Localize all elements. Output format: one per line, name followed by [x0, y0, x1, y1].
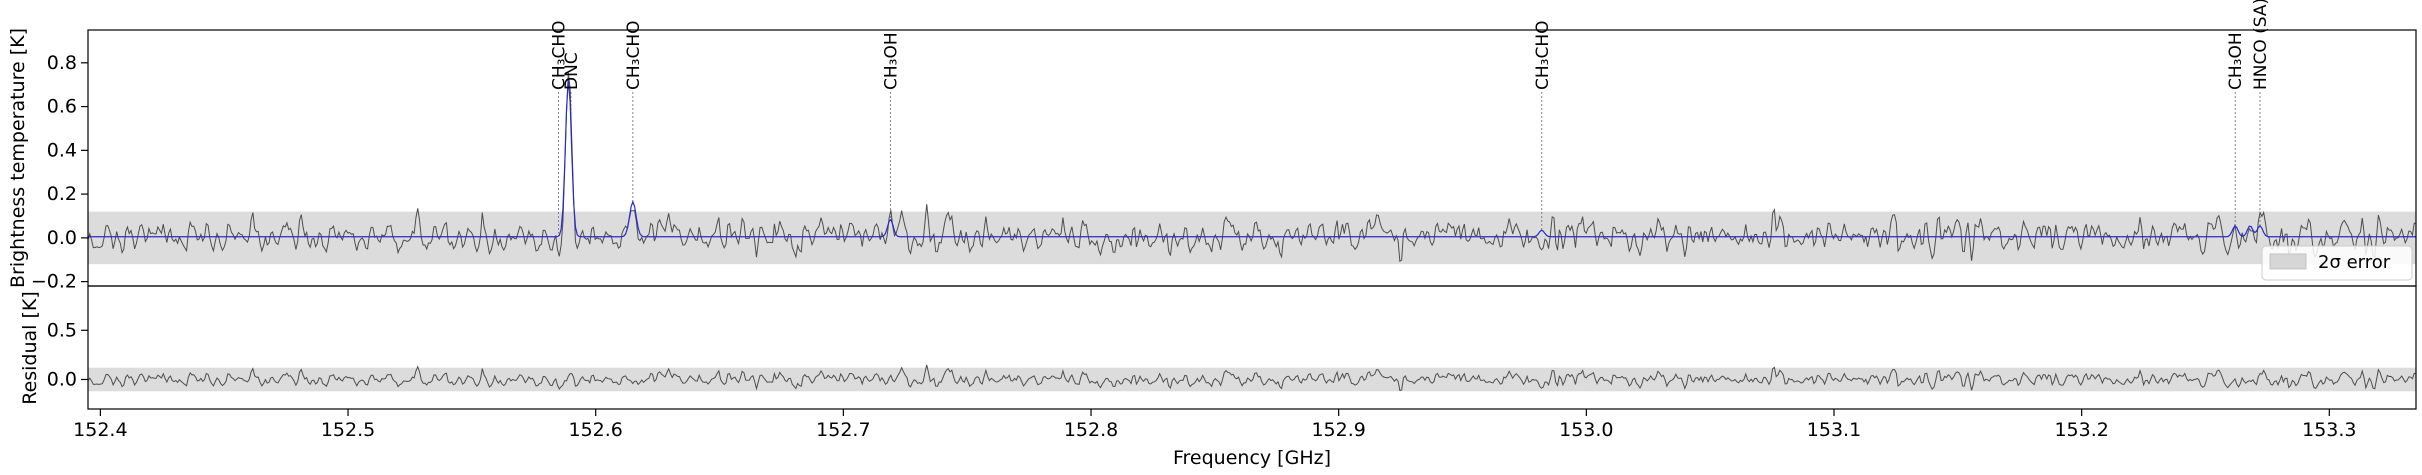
y-tick-label: 0.0 — [47, 227, 77, 249]
frequency-x-axis-label: Frequency [GHz] — [1173, 447, 1331, 469]
x-tick-label: 153.3 — [2302, 419, 2356, 441]
y-tick-label: 0.8 — [47, 52, 77, 74]
frequency-x-ticks: 152.4 152.5 152.6 152.7 152.8 152.9 153.0 153.1… — [73, 409, 2357, 441]
line-id-label: CH₃CHO — [624, 20, 644, 90]
y-tick-label: 0.0 — [47, 368, 77, 390]
spectrum-y-ticks: −0.2 0.0 0.2 0.4 0.6 0.8 — [31, 52, 88, 293]
y-tick-label: 0.5 — [47, 319, 77, 341]
line-id-label: CH₃CHO — [1533, 20, 1553, 90]
residual-y-ticks: 0.0 0.5 — [47, 319, 88, 390]
x-tick-label: 153.0 — [1559, 419, 1613, 441]
legend-swatch — [2269, 253, 2307, 270]
y-tick-label: 0.6 — [47, 96, 77, 118]
model-spectrum-line — [88, 79, 2416, 238]
legend: 2σ error — [2261, 245, 2413, 281]
residual-panel: 0.0 0.5 152.4 152.5 152.6 152.7 152.8 152.9 153… — [19, 285, 2417, 469]
y-tick-label: 0.2 — [47, 183, 77, 205]
x-tick-label: 152.6 — [568, 419, 622, 441]
x-tick-label: 153.2 — [2054, 419, 2108, 441]
x-tick-label: 153.1 — [1807, 419, 1861, 441]
x-tick-label: 152.8 — [1064, 419, 1118, 441]
y-tick-label: −0.2 — [31, 271, 77, 293]
line-id-label: HNCO (SA) — [2251, 0, 2271, 90]
observed-spectrum-line — [88, 72, 2416, 263]
line-id-label: CH₃OH — [881, 32, 901, 90]
residual-frame — [87, 285, 2417, 410]
legend-entry-label: 2σ error — [2318, 252, 2391, 273]
residual-y-axis-label: Residual [K] — [19, 291, 41, 405]
residual-line — [88, 364, 2416, 392]
line-id-label: CH₃CHO — [550, 20, 570, 90]
x-tick-label: 152.7 — [816, 419, 870, 441]
x-tick-label: 152.5 — [321, 419, 375, 441]
x-tick-label: 152.9 — [1311, 419, 1365, 441]
x-tick-label: 152.4 — [73, 419, 127, 441]
y-tick-label: 0.4 — [47, 139, 77, 161]
line-id-label: CH₃OH — [2226, 32, 2246, 90]
line-id-label: DNC — [562, 52, 582, 90]
spectrum-y-axis-label: Brightness temperature [K] — [7, 28, 29, 288]
